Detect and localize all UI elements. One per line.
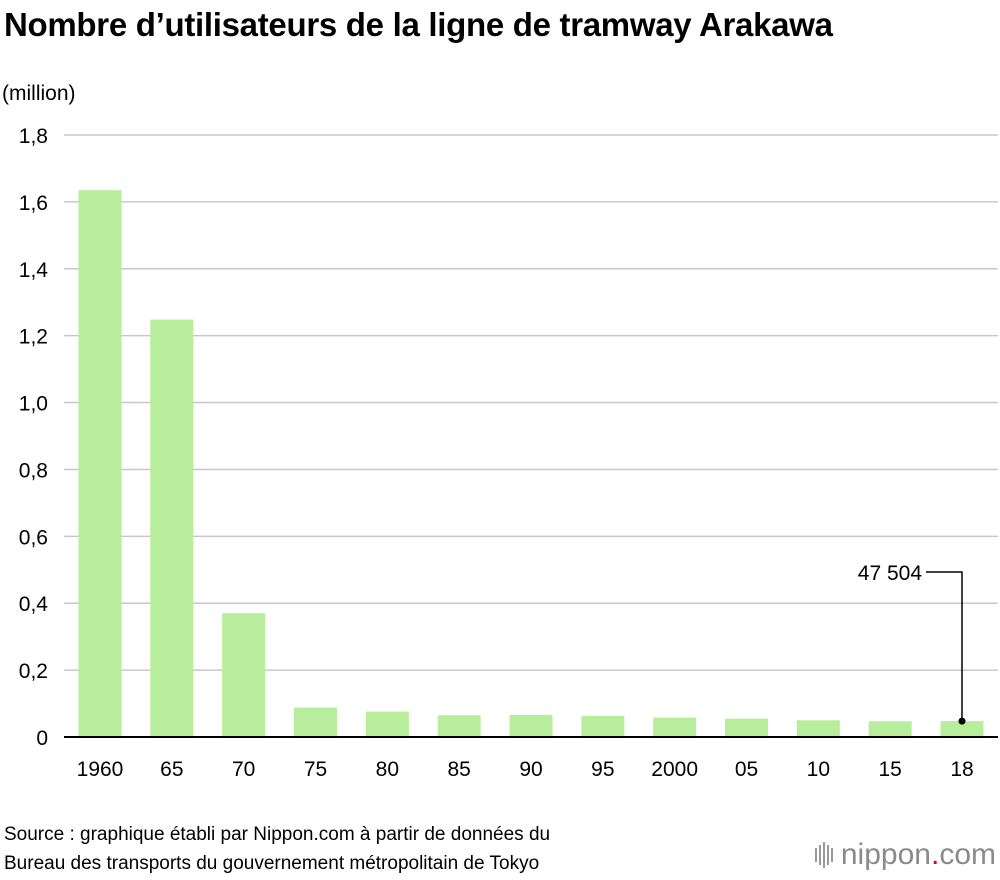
x-tick-label: 90 (519, 758, 542, 781)
y-tick-label: 1,0 (19, 393, 48, 416)
y-tick-label: 0,2 (19, 660, 48, 683)
bar (437, 715, 481, 737)
source-line-2: Bureau des transports du gouvernement mé… (4, 853, 540, 874)
x-tick-label: 80 (376, 758, 399, 781)
bar-chart: 0 0,2 0,4 0,6 0,8 1,0 1,2 1,4 1,6 1,8 1960 65 70 75 80… (19, 125, 998, 781)
bar (509, 714, 553, 737)
x-tick-label: 75 (304, 758, 327, 781)
x-tick-label: 15 (878, 758, 901, 781)
y-tick-label: 0,8 (19, 459, 48, 482)
x-tick-label: 10 (807, 758, 830, 781)
logo-dot: . (930, 838, 940, 871)
bar (653, 717, 697, 737)
bar (940, 721, 984, 737)
source-line-1: Source : graphique établi par Nippon.com… (4, 824, 551, 845)
bar (868, 721, 912, 737)
y-tick-label: 0 (36, 727, 48, 750)
source-note: Source : graphique établi par Nippon.com… (4, 820, 550, 878)
x-tick-label: 65 (160, 758, 183, 781)
annotation-label: 47 504 (858, 562, 923, 585)
bar (725, 718, 768, 737)
y-tick-label: 1,2 (19, 326, 48, 349)
x-tick-label: 05 (735, 758, 758, 781)
bar (796, 720, 840, 737)
x-tick-label: 18 (950, 758, 973, 781)
y-tick-label: 1,4 (19, 259, 49, 282)
y-tick-label: 1,6 (19, 192, 48, 215)
bar (78, 190, 122, 737)
logo-bars-icon (814, 842, 833, 868)
x-tick-label: 85 (447, 758, 470, 781)
y-axis-unit: (million) (2, 82, 76, 105)
bar (222, 613, 266, 737)
bar (365, 711, 409, 737)
x-tick-label: 1960 (77, 758, 124, 781)
bar (581, 715, 625, 737)
annotation-leader (926, 571, 963, 722)
y-tick-label: 1,8 (19, 125, 48, 148)
x-tick-label: 70 (232, 758, 255, 781)
y-tick-label: 0,6 (19, 526, 48, 549)
logo-tld: com (939, 838, 996, 871)
chart-title: Nombre d’utilisateurs de la ligne de tra… (4, 6, 833, 43)
x-tick-label: 2000 (651, 758, 698, 781)
logo-name: nippon (840, 838, 931, 871)
bar (294, 707, 337, 737)
nippon-logo: nippon. com (814, 838, 996, 872)
x-tick-label: 95 (591, 758, 614, 781)
y-tick-label: 0,4 (19, 593, 49, 616)
bar (150, 319, 194, 737)
